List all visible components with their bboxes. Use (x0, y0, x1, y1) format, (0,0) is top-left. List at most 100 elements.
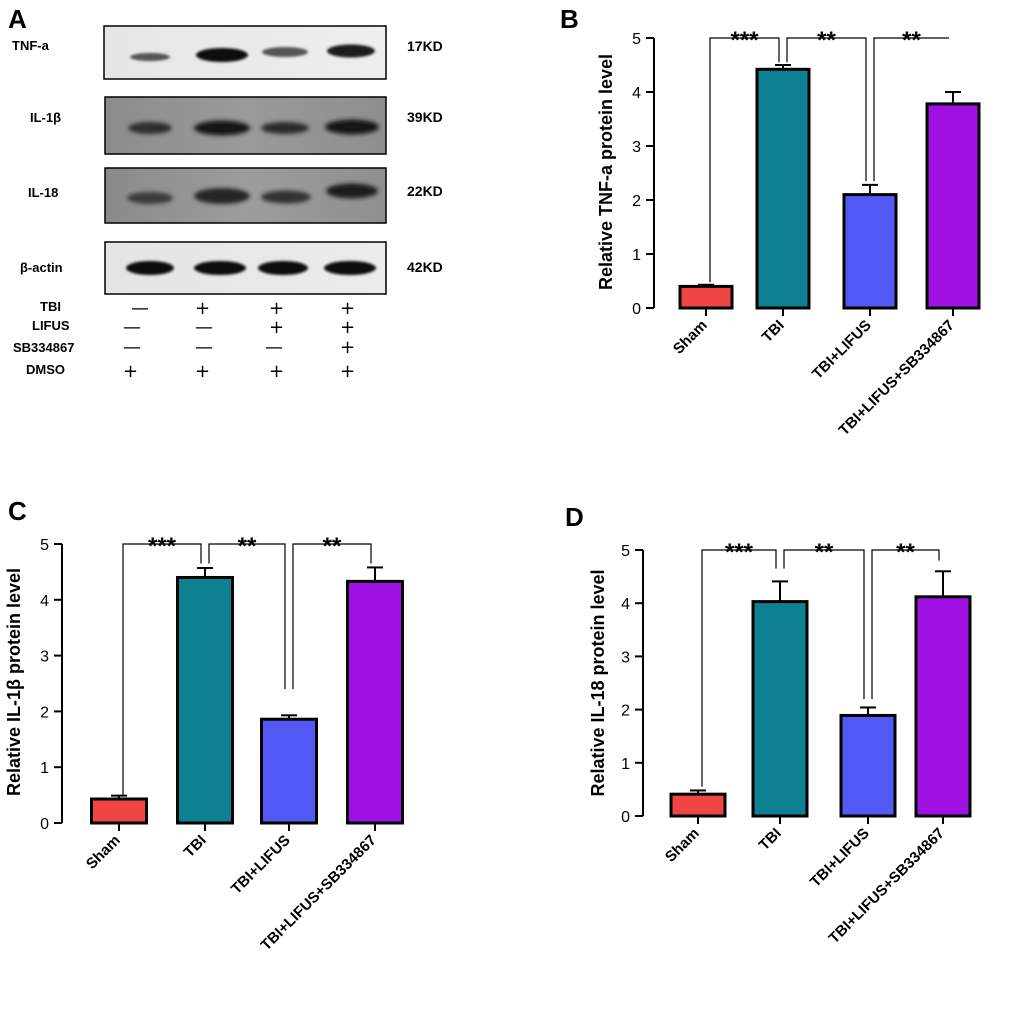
significance-bracket (292, 543, 372, 690)
significance-label: ** (323, 533, 342, 560)
kd-label-il1b: 39KD (407, 109, 443, 125)
bar (839, 713, 897, 818)
treatment-label-lifus: LIFUS (32, 318, 70, 333)
panel-letter-a: A (8, 4, 27, 34)
significance-bracket (709, 37, 780, 283)
x-tick-label: TBI+LIFUS (809, 317, 875, 383)
y-tick-label: 2 (621, 703, 630, 720)
significance-bracket (208, 543, 286, 690)
bands-il18 (127, 183, 378, 204)
sign: — (131, 298, 149, 319)
y-tick-label: 5 (621, 543, 630, 560)
panel-b: B Relative TNF-a protein level 0 1 2 3 4 5 Sha… (560, 4, 981, 439)
y-tick-label: 0 (632, 301, 641, 318)
sign: + (269, 298, 284, 319)
x-tick-label: TBI (756, 825, 785, 854)
panel-a: A TNF-a 17KD IL-1β 39KD IL-18 (8, 4, 443, 382)
panel-letter-c: C (8, 496, 27, 526)
bar (755, 67, 811, 310)
y-tick-label: 5 (632, 31, 641, 48)
y-tick-label: 0 (40, 816, 49, 833)
sign: + (195, 298, 210, 319)
x-tick-label: TBI+LIFUS (807, 825, 873, 891)
y-tick-label: 4 (632, 85, 641, 102)
y-axis-title: Relative TNF-a protein level (596, 54, 616, 290)
significance-label: *** (730, 27, 759, 54)
treatment-table: TBI LIFUS SB334867 DMSO — + + + — — + + … (13, 298, 355, 382)
x-tick-label: TBI+LIFUS (228, 832, 294, 898)
bar (669, 792, 727, 818)
sign: — (123, 317, 141, 338)
bar (914, 595, 972, 818)
significance-label: ** (902, 27, 921, 54)
x-tick-label: Sham (83, 832, 124, 873)
treatment-label-sb334867: SB334867 (13, 340, 74, 355)
panel-c: C Relative IL-1β protein level 0 1 2 3 4 5 Sha… (4, 496, 404, 954)
y-axis-title: Relative IL-18 protein level (588, 569, 608, 796)
significance-label: *** (725, 539, 754, 566)
panel-letter-d: D (565, 502, 584, 532)
y-tick-label: 3 (621, 649, 630, 666)
sign: — (195, 337, 213, 358)
sign: + (340, 337, 355, 358)
x-tick-label: TBI (181, 832, 210, 861)
y-tick-label: 3 (40, 649, 49, 666)
kd-label-actin: 42KD (407, 259, 443, 275)
sign: + (123, 361, 138, 382)
y-tick-label: 1 (632, 247, 641, 264)
significance-label: *** (148, 533, 177, 560)
y-tick-label: 0 (621, 809, 630, 826)
treatment-label-tbi: TBI (40, 299, 61, 314)
sign: + (269, 317, 284, 338)
sign: + (340, 317, 355, 338)
y-tick-label: 1 (40, 760, 49, 777)
bar (176, 575, 234, 825)
y-tick-label: 4 (621, 596, 630, 613)
y-tick-label: 4 (40, 593, 49, 610)
significance-bracket (122, 543, 202, 796)
y-tick-label: 2 (632, 193, 641, 210)
kd-label-il18: 22KD (407, 183, 443, 199)
bar (842, 193, 898, 310)
blot-label-il1b: IL-1β (30, 110, 61, 125)
significance-bracket (873, 37, 949, 182)
x-tick-label: Sham (670, 317, 711, 358)
y-tick-label: 2 (40, 704, 49, 721)
bar (260, 717, 318, 825)
panel-letter-b: B (560, 4, 579, 34)
panel-d: D Relative IL-18 protein level 0 1 2 3 4 5 Sha… (565, 502, 972, 947)
y-tick-label: 1 (621, 756, 630, 773)
blot-label-il18: IL-18 (28, 185, 58, 200)
bar (678, 284, 734, 310)
y-tick-label: 5 (40, 537, 49, 554)
y-tick-label: 3 (632, 139, 641, 156)
bands-tnf (130, 44, 375, 62)
significance-label: ** (238, 533, 257, 560)
kd-label-tnf: 17KD (407, 38, 443, 54)
sign: — (123, 337, 141, 358)
significance-bracket (786, 37, 867, 182)
significance-bracket (871, 549, 940, 699)
bar (90, 797, 148, 825)
significance-bracket (783, 549, 865, 699)
y-axis-title: Relative IL-1β protein level (4, 568, 24, 796)
significance-label: ** (896, 539, 915, 566)
sign: + (340, 361, 355, 382)
sign: — (265, 337, 283, 358)
sign: + (195, 361, 210, 382)
bar (925, 102, 981, 310)
treatment-label-dmso: DMSO (26, 362, 65, 377)
x-tick-label: TBI (759, 317, 788, 346)
sign: + (340, 298, 355, 319)
blot-label-tnf: TNF-a (12, 38, 50, 53)
bar (751, 600, 809, 818)
x-tick-label: Sham (662, 825, 703, 866)
sign: + (269, 361, 284, 382)
bar (346, 579, 404, 825)
significance-label: ** (815, 539, 834, 566)
significance-label: ** (817, 27, 836, 54)
significance-bracket (701, 549, 777, 787)
